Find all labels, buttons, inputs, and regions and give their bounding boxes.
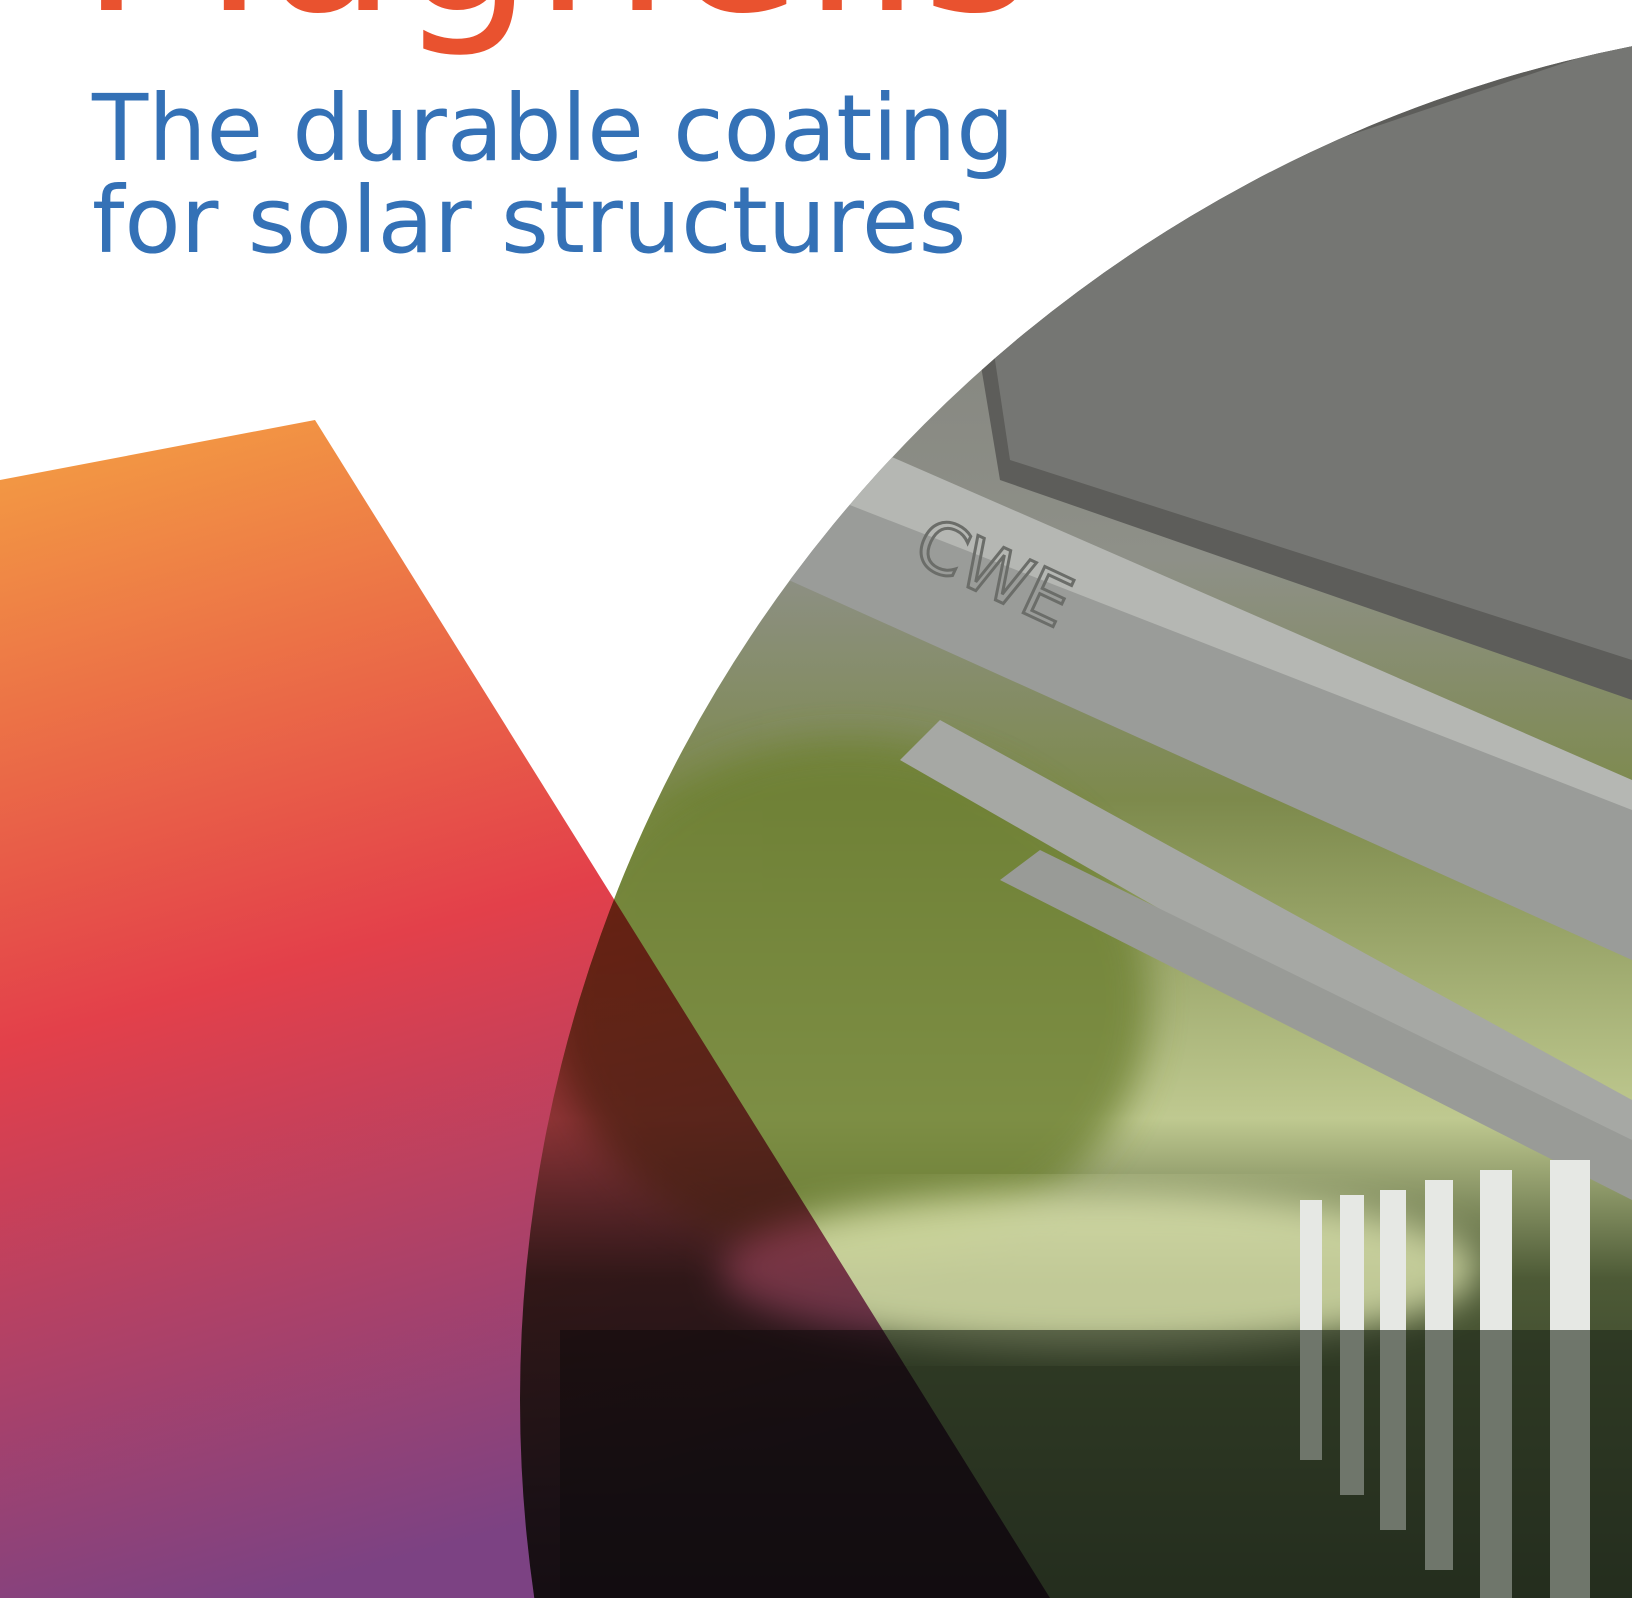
brand-title: Magnelis bbox=[80, 0, 1034, 61]
headline-line: for solar structures bbox=[92, 167, 966, 274]
color-shape bbox=[0, 420, 1050, 1598]
headline-line: The durable coating bbox=[91, 75, 1015, 182]
